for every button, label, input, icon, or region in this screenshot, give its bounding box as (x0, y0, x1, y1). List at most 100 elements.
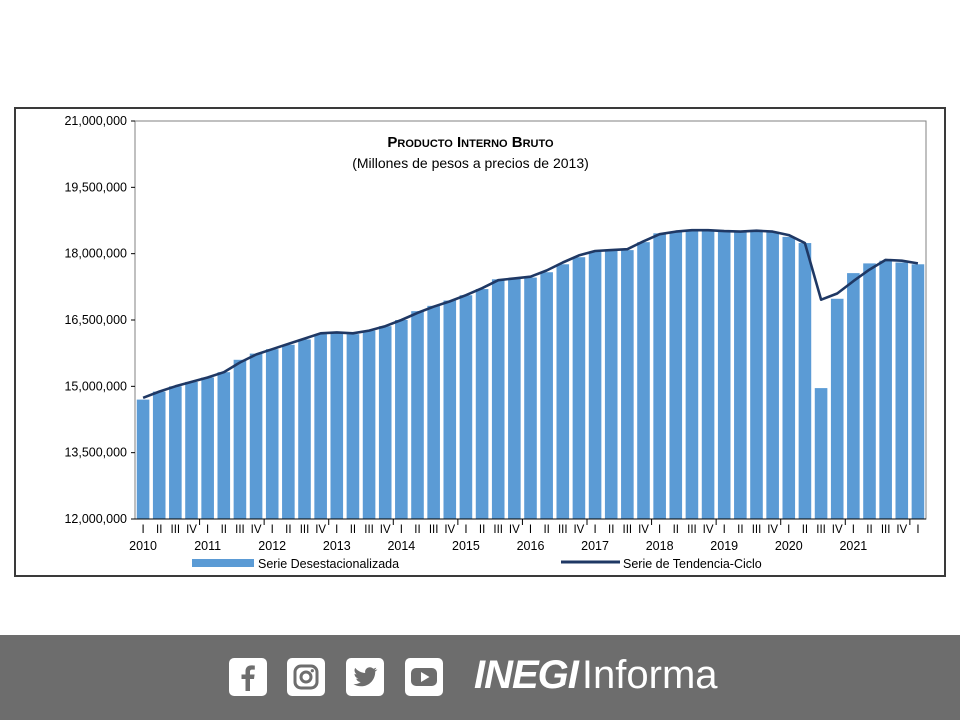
quarter-label: I (335, 524, 338, 536)
legend-bar-label: Serie Desestacionalizada (258, 557, 399, 571)
bar (459, 295, 473, 519)
quarter-label: IV (767, 524, 778, 536)
quarter-label: III (881, 524, 891, 536)
bar (249, 353, 263, 519)
year-label: 2015 (452, 539, 480, 553)
bar (491, 279, 505, 519)
bar (217, 372, 231, 519)
bar (863, 263, 876, 519)
quarter-label: IV (509, 524, 520, 536)
quarter-label: I (593, 524, 596, 536)
bar (879, 260, 892, 519)
quarter-label: I (916, 524, 919, 536)
quarter-label: I (141, 524, 144, 536)
quarter-label: II (866, 524, 872, 536)
quarter-label: IV (832, 524, 843, 536)
quarter-label: III (816, 524, 826, 536)
bar (427, 305, 440, 519)
bar (475, 289, 489, 519)
bar (524, 277, 537, 519)
facebook-icon[interactable] (229, 658, 267, 696)
quarter-label: II (285, 524, 291, 536)
quarter-label: II (479, 524, 485, 536)
bar (201, 377, 214, 519)
year-label: 2019 (710, 539, 738, 553)
footer-bar: INEGI Informa (0, 635, 960, 720)
quarter-label: III (752, 524, 762, 536)
bar (362, 330, 376, 519)
quarter-label: III (429, 524, 439, 536)
bar (814, 388, 828, 519)
instagram-icon[interactable] (287, 658, 325, 696)
bar (265, 349, 279, 519)
quarter-label: I (787, 524, 790, 536)
quarter-label: IV (315, 524, 326, 536)
bar (621, 250, 634, 519)
chart-subtitle: (Millones de pesos a precios de 2013) (352, 155, 589, 171)
y-tick-label: 21,000,000 (64, 114, 127, 128)
quarter-label: II (221, 524, 227, 536)
year-label: 2017 (581, 539, 609, 553)
bar (378, 326, 392, 519)
bar (830, 298, 844, 519)
y-tick-label: 18,000,000 (64, 247, 127, 261)
bar (330, 333, 344, 519)
bar (556, 264, 570, 519)
quarter-label: III (558, 524, 568, 536)
quarter-label: II (608, 524, 614, 536)
bar (669, 231, 683, 520)
bar (895, 262, 909, 519)
bar (152, 391, 166, 519)
year-label: 2014 (387, 539, 415, 553)
year-label: 2012 (258, 539, 286, 553)
quarter-label: II (737, 524, 743, 536)
year-label: 2016 (517, 539, 545, 553)
bar (540, 272, 553, 519)
quarter-label: III (364, 524, 374, 536)
bar (637, 242, 650, 519)
y-tick-label: 12,000,000 (64, 512, 127, 526)
quarter-label: I (723, 524, 726, 536)
bar (346, 334, 360, 519)
chart-frame: 12,000,000 13,500,000 15,000,000 16,500,000… (14, 107, 946, 577)
bar (572, 257, 586, 519)
inegi-informa-logo: INEGI Informa (474, 653, 718, 703)
youtube-icon[interactable] (405, 658, 443, 696)
quarter-label: I (852, 524, 855, 536)
year-label: 2018 (646, 539, 674, 553)
y-tick-label: 16,500,000 (64, 313, 127, 327)
twitter-icon[interactable] (346, 658, 384, 696)
year-label: 2020 (775, 539, 803, 553)
bar (169, 386, 182, 519)
quarter-label: III (300, 524, 310, 536)
bar (314, 334, 327, 519)
quarter-label: IV (573, 524, 584, 536)
quarter-label: III (687, 524, 697, 536)
quarter-label: II (673, 524, 679, 536)
bar (798, 243, 812, 519)
bar (233, 359, 247, 519)
bar (701, 230, 715, 519)
bar (734, 231, 747, 520)
quarter-label: II (350, 524, 356, 536)
quarter-label: I (529, 524, 532, 536)
year-label: 2011 (194, 539, 221, 553)
quarter-label: IV (896, 524, 907, 536)
bar (911, 264, 925, 519)
bar (282, 344, 295, 519)
bar (604, 251, 618, 519)
quarter-label: III (493, 524, 503, 536)
bar (136, 399, 150, 519)
bar (766, 232, 779, 519)
bar (588, 251, 602, 520)
bar (717, 231, 731, 520)
y-tick-label: 19,500,000 (64, 180, 127, 194)
bar (411, 311, 424, 519)
quarter-label: IV (186, 524, 197, 536)
chart-title: Producto Interno Bruto (387, 134, 554, 151)
quarter-label: I (464, 524, 467, 536)
quarter-label: IV (251, 524, 262, 536)
quarter-label: III (623, 524, 633, 536)
quarter-label: II (543, 524, 549, 536)
legend-bar-swatch (192, 559, 254, 567)
